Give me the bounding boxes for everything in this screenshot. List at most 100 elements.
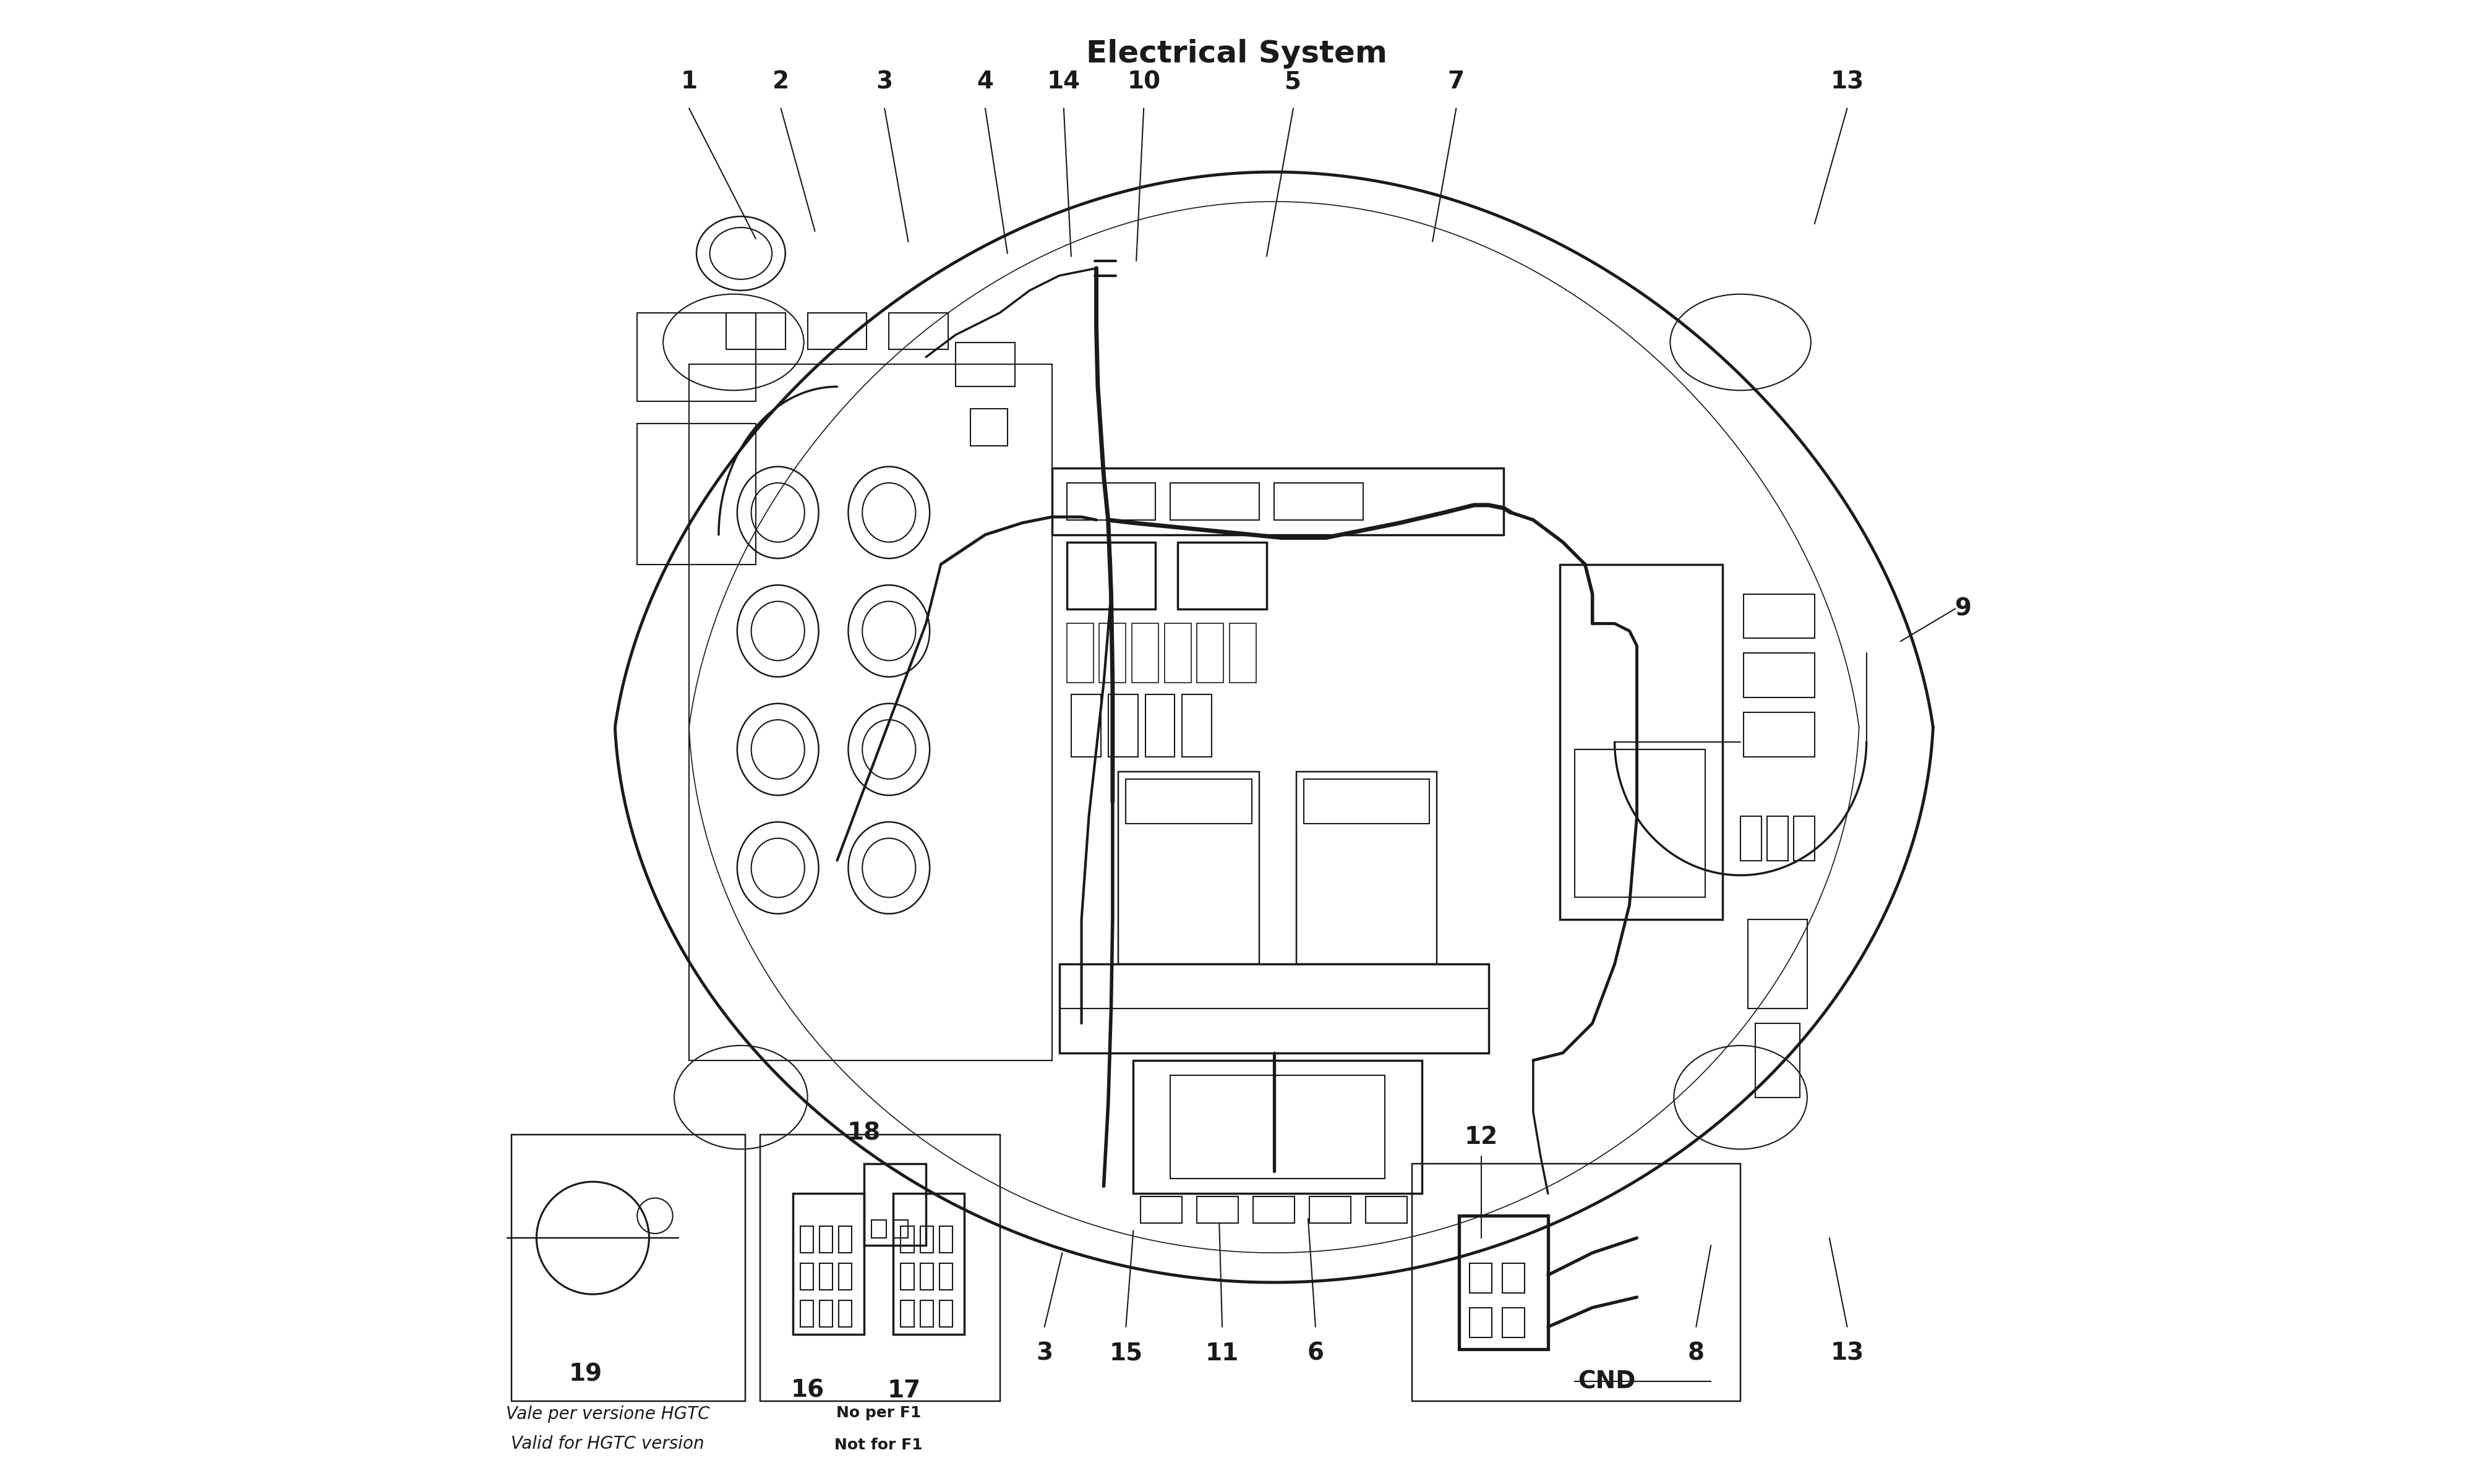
Bar bbox=[792, 1193, 863, 1334]
Text: 5: 5 bbox=[1284, 70, 1301, 93]
Bar bbox=[819, 1226, 834, 1252]
Text: 13: 13 bbox=[1831, 70, 1863, 93]
Text: 8: 8 bbox=[1687, 1342, 1705, 1365]
Bar bbox=[690, 365, 1051, 1061]
Bar bbox=[1296, 772, 1437, 965]
Text: 18: 18 bbox=[846, 1122, 881, 1144]
Bar bbox=[1071, 695, 1101, 757]
Bar bbox=[1749, 920, 1806, 1009]
Bar bbox=[799, 1226, 814, 1252]
Bar bbox=[901, 1263, 915, 1290]
Bar bbox=[1309, 1196, 1351, 1223]
Bar bbox=[799, 1300, 814, 1327]
Bar bbox=[1165, 623, 1190, 683]
Text: No per F1: No per F1 bbox=[836, 1405, 920, 1420]
Bar bbox=[512, 1134, 745, 1401]
Bar bbox=[1108, 695, 1138, 757]
Text: 9: 9 bbox=[1954, 597, 1972, 620]
Bar bbox=[1066, 542, 1155, 608]
Bar bbox=[839, 1300, 851, 1327]
Bar bbox=[1742, 816, 1761, 861]
Text: 2: 2 bbox=[772, 70, 789, 93]
Bar bbox=[1197, 1196, 1239, 1223]
Bar bbox=[1170, 482, 1259, 519]
Text: 14: 14 bbox=[1047, 70, 1081, 93]
Text: 3: 3 bbox=[1037, 1342, 1054, 1365]
Bar bbox=[955, 343, 1014, 387]
Bar bbox=[1304, 779, 1430, 824]
Bar bbox=[1573, 749, 1705, 898]
Bar bbox=[871, 1220, 886, 1238]
Bar bbox=[799, 1263, 814, 1290]
Bar bbox=[940, 1226, 952, 1252]
Bar bbox=[1766, 816, 1789, 861]
Bar bbox=[725, 313, 784, 350]
Bar bbox=[1744, 653, 1813, 697]
Bar bbox=[1274, 482, 1363, 519]
Bar bbox=[1133, 1061, 1423, 1193]
Text: CND: CND bbox=[1578, 1370, 1635, 1393]
Text: 1: 1 bbox=[680, 70, 698, 93]
Bar bbox=[1066, 623, 1094, 683]
Bar bbox=[920, 1263, 933, 1290]
Bar bbox=[901, 1226, 915, 1252]
Bar bbox=[1794, 816, 1813, 861]
Bar bbox=[1170, 1074, 1385, 1178]
Text: 10: 10 bbox=[1128, 70, 1160, 93]
Bar bbox=[1059, 965, 1489, 1054]
Bar bbox=[920, 1226, 933, 1252]
Text: 13: 13 bbox=[1831, 1342, 1863, 1365]
Bar bbox=[760, 1134, 999, 1401]
Text: 6: 6 bbox=[1306, 1342, 1324, 1365]
Bar bbox=[863, 1163, 925, 1245]
Bar bbox=[1470, 1307, 1492, 1337]
Bar bbox=[1744, 594, 1813, 638]
Bar bbox=[1178, 542, 1267, 608]
Bar bbox=[1098, 623, 1126, 683]
Bar bbox=[1366, 1196, 1408, 1223]
Bar bbox=[1413, 1163, 1742, 1401]
Bar bbox=[1502, 1307, 1524, 1337]
Bar bbox=[920, 1300, 933, 1327]
Text: 3: 3 bbox=[876, 70, 893, 93]
Text: 15: 15 bbox=[1108, 1342, 1143, 1365]
Text: 4: 4 bbox=[977, 70, 995, 93]
Bar bbox=[1502, 1263, 1524, 1293]
Bar bbox=[819, 1300, 834, 1327]
Text: 19: 19 bbox=[569, 1362, 601, 1386]
Bar bbox=[1230, 623, 1257, 683]
Bar bbox=[970, 410, 1007, 445]
Bar bbox=[1559, 564, 1722, 920]
Bar bbox=[1460, 1215, 1549, 1349]
Text: Valid for HGTC version: Valid for HGTC version bbox=[512, 1435, 705, 1453]
Bar bbox=[1744, 712, 1813, 757]
Bar bbox=[819, 1263, 834, 1290]
Bar bbox=[1197, 623, 1225, 683]
Bar bbox=[839, 1226, 851, 1252]
Text: Not for F1: Not for F1 bbox=[834, 1438, 923, 1453]
Bar bbox=[638, 313, 755, 402]
Bar bbox=[1126, 779, 1252, 824]
Bar bbox=[888, 313, 948, 350]
Bar bbox=[807, 313, 866, 350]
Bar bbox=[940, 1263, 952, 1290]
Bar bbox=[1131, 623, 1158, 683]
Bar bbox=[1470, 1263, 1492, 1293]
Bar bbox=[940, 1300, 952, 1327]
Bar bbox=[1141, 1196, 1183, 1223]
Bar bbox=[1066, 482, 1155, 519]
Text: 17: 17 bbox=[888, 1379, 920, 1402]
Bar bbox=[1254, 1196, 1294, 1223]
Bar bbox=[901, 1300, 915, 1327]
Text: Vale per versione HGTC: Vale per versione HGTC bbox=[505, 1405, 710, 1423]
Bar bbox=[893, 1193, 965, 1334]
Text: 16: 16 bbox=[792, 1379, 824, 1402]
Text: 7: 7 bbox=[1447, 70, 1465, 93]
Bar bbox=[1145, 695, 1175, 757]
Text: 12: 12 bbox=[1465, 1126, 1499, 1149]
Bar bbox=[638, 423, 755, 564]
Bar bbox=[893, 1220, 908, 1238]
Text: 11: 11 bbox=[1205, 1342, 1239, 1365]
Bar bbox=[839, 1263, 851, 1290]
Bar bbox=[1757, 1024, 1799, 1097]
